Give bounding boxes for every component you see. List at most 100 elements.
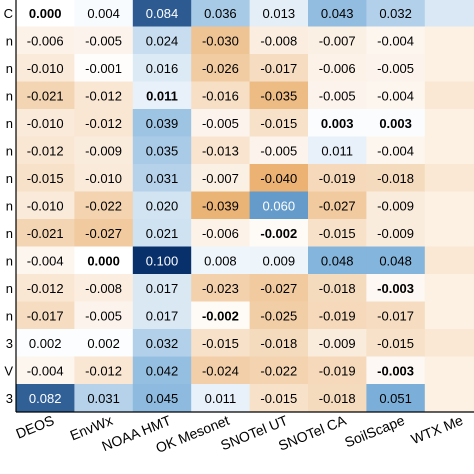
- heatmap-cell: [132, 191, 192, 220]
- heatmap-cell-label: -0.015: [202, 336, 239, 351]
- heatmap-cell: [132, 356, 192, 385]
- heatmap-cell: [132, 301, 192, 330]
- heatmap-cell-label: -0.003: [377, 281, 414, 296]
- row-label: n: [6, 308, 13, 323]
- heatmap-cell: [74, 246, 134, 275]
- heatmap-cell-label: -0.002: [202, 308, 239, 323]
- heatmap-cell: [74, 54, 134, 82]
- heatmap-cell: [191, 136, 251, 165]
- heatmap-cell: [16, 0, 75, 27]
- heatmap-cell-partial: [424, 191, 474, 220]
- heatmap-cell-label: -0.005: [85, 308, 122, 323]
- heatmap-cell-label: -0.026: [202, 61, 239, 76]
- heatmap-cell-partial: [424, 356, 474, 385]
- heatmap-cell-label: -0.025: [260, 308, 297, 323]
- heatmap-cell-partial: [424, 246, 474, 275]
- heatmap-cell-label: 0.011: [321, 143, 353, 158]
- heatmap-cell: [308, 301, 367, 330]
- heatmap-cell-label: 0.084: [146, 6, 179, 21]
- heatmap-cell-label: -0.019: [319, 363, 356, 378]
- heatmap-cell-label: 0.048: [379, 253, 412, 268]
- heatmap-cell: [308, 329, 367, 357]
- heatmap-cell: [74, 191, 134, 220]
- heatmap-cell: [132, 246, 192, 275]
- heatmap-cell-label: -0.013: [202, 143, 239, 158]
- heatmap-cell-partial: [424, 136, 474, 165]
- heatmap-cell: [132, 26, 192, 55]
- heatmap-cell: [249, 301, 309, 330]
- heatmap-cell-partial: [424, 0, 474, 27]
- heatmap-cell-label: 0.003: [379, 116, 412, 131]
- heatmap-cell-label: -0.012: [85, 363, 122, 378]
- heatmap-cell-label: -0.019: [319, 308, 356, 323]
- heatmap-cell-label: 0.024: [146, 33, 179, 48]
- heatmap-cell: [74, 274, 134, 302]
- heatmap-cell: [366, 0, 426, 27]
- heatmap-cell-label: 0.002: [87, 336, 120, 351]
- row-label: 3: [6, 336, 13, 351]
- heatmap-cell: [249, 219, 309, 247]
- heatmap-cell-label: -0.005: [377, 61, 414, 76]
- heatmap-cell: [366, 26, 426, 55]
- heatmap-cell: [191, 164, 251, 192]
- heatmap-cell-label: 0.031: [146, 171, 179, 186]
- heatmap-cell: [191, 384, 251, 412]
- heatmap-cell: [16, 301, 75, 330]
- heatmap-cell-label: -0.012: [27, 143, 64, 158]
- row-label: n: [6, 226, 13, 241]
- heatmap-cell: [366, 164, 426, 192]
- heatmap-cell: [249, 164, 309, 192]
- heatmap-cell: [16, 81, 75, 110]
- heatmap-cell-label: 0.013: [263, 6, 296, 21]
- heatmap-cell: [308, 136, 367, 165]
- heatmap-cell-label: 0.000: [29, 6, 62, 21]
- heatmap-cell: [249, 0, 309, 27]
- heatmap-cell: [366, 384, 426, 412]
- heatmap-cell: [74, 356, 134, 385]
- heatmap-cell-label: 0.048: [321, 253, 354, 268]
- heatmap-cell: [132, 384, 192, 412]
- heatmap-cell: [191, 0, 251, 27]
- heatmap-cell: [132, 136, 192, 165]
- heatmap-cell-label: 0.021: [146, 226, 179, 241]
- heatmap-cell-label: -0.027: [260, 281, 297, 296]
- heatmap-cell: [308, 81, 367, 110]
- heatmap-cell: [132, 274, 192, 302]
- heatmap-cell-label: -0.035: [260, 88, 297, 103]
- heatmap-cell: [132, 329, 192, 357]
- heatmap-cell: [74, 109, 134, 137]
- heatmap-cell: [366, 109, 426, 137]
- heatmap-cell: [16, 26, 75, 55]
- heatmap-cell: [191, 54, 251, 82]
- heatmap-cell-label: -0.022: [85, 198, 122, 213]
- heatmap-cell: [249, 54, 309, 82]
- heatmap-cell-label: 0.002: [29, 336, 62, 351]
- heatmap-cell: [249, 384, 309, 412]
- heatmap-cell-label: -0.030: [202, 33, 239, 48]
- heatmap-cell: [308, 274, 367, 302]
- heatmap-cell: [132, 219, 192, 247]
- heatmap-cell-label: 0.051: [379, 391, 412, 406]
- heatmap-cell: [132, 109, 192, 137]
- heatmap-cell-partial: [424, 384, 474, 412]
- heatmap-cell-label: 0.016: [146, 61, 179, 76]
- heatmap-cell-label: -0.022: [260, 363, 297, 378]
- heatmap-cell: [308, 246, 367, 275]
- heatmap-cell-partial: [424, 164, 474, 192]
- heatmap-cell: [191, 301, 251, 330]
- row-label: V: [4, 363, 13, 378]
- heatmap-cell: [249, 329, 309, 357]
- heatmap-cell-label: -0.015: [27, 171, 64, 186]
- heatmap-cell-label: 0.036: [204, 6, 237, 21]
- heatmap-cell-label: 0.011: [205, 391, 237, 406]
- heatmap-cell: [249, 356, 309, 385]
- heatmap-cell: [16, 329, 75, 357]
- heatmap-cell-label: -0.027: [85, 226, 122, 241]
- heatmap-cell: [308, 54, 367, 82]
- heatmap-cell: [366, 81, 426, 110]
- heatmap-cell-label: -0.009: [377, 198, 414, 213]
- heatmap-cell-label: 0.003: [321, 116, 354, 131]
- heatmap-cell-label: -0.010: [85, 171, 122, 186]
- heatmap-cell-label: -0.004: [377, 143, 414, 158]
